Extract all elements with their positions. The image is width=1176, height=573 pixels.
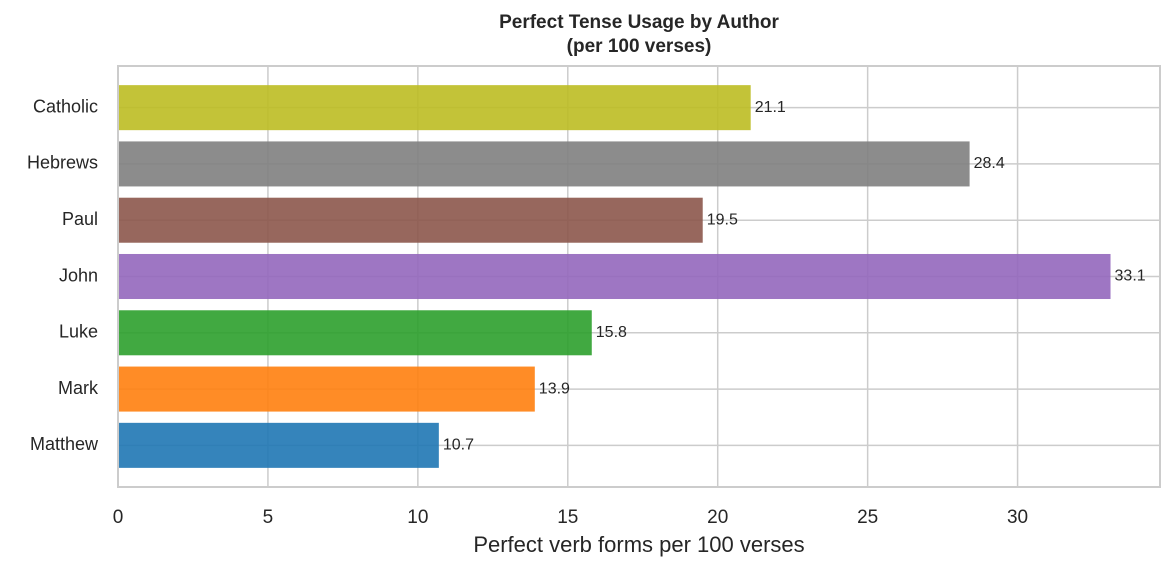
x-tick-label: 10 (407, 507, 428, 528)
value-label: 13.9 (539, 380, 570, 397)
value-label: 10.7 (443, 437, 474, 454)
y-tick-label: Paul (62, 209, 98, 229)
chart-subtitle: (per 100 verses) (567, 36, 712, 57)
y-tick-label: Matthew (30, 434, 99, 454)
value-label: 33.1 (1115, 268, 1146, 285)
x-tick-label: 5 (263, 507, 274, 528)
bar (118, 141, 970, 187)
y-tick-label: Luke (59, 322, 98, 342)
bar (118, 366, 535, 412)
x-tick-label: 15 (557, 507, 578, 528)
x-tick-label: 0 (113, 507, 124, 528)
bar (118, 253, 1111, 300)
y-tick-label: John (59, 265, 98, 285)
value-label: 21.1 (755, 99, 786, 116)
bar (118, 310, 592, 356)
chart-title: Perfect Tense Usage by Author (499, 12, 779, 33)
x-axis-label: Perfect verb forms per 100 verses (473, 532, 804, 557)
y-tick-label: Hebrews (27, 153, 98, 173)
x-tick-label: 25 (857, 507, 878, 528)
value-label: 19.5 (707, 211, 738, 228)
bar (118, 422, 439, 468)
x-tick-label: 30 (1007, 507, 1028, 528)
value-label: 28.4 (974, 155, 1005, 172)
value-label: 15.8 (596, 324, 627, 341)
y-tick-label: Catholic (33, 96, 98, 116)
x-tick-label: 20 (707, 507, 728, 528)
bar (118, 197, 703, 243)
y-tick-label: Mark (58, 378, 99, 398)
bar (118, 85, 751, 131)
plot-frame (117, 65, 1161, 488)
